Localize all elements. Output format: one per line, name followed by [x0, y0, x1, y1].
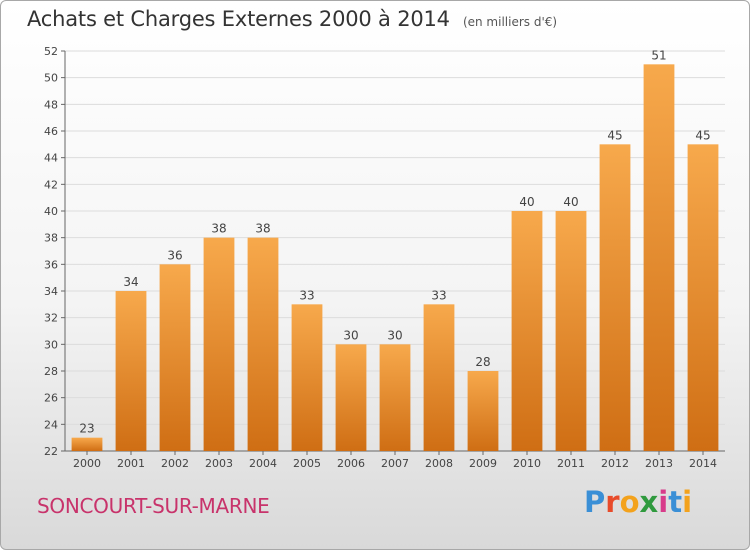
data-label-2000: 23	[79, 422, 94, 436]
y-tick-label: 50	[44, 72, 58, 85]
data-labels: 23 34 36 38 38 33 30 30 33 28 40 40 45 51 45	[79, 48, 710, 435]
chart-subtitle: (en milliers d'€)	[462, 15, 558, 29]
y-tick-label: 40	[44, 205, 58, 218]
data-label-2006: 30	[343, 328, 358, 342]
x-tick-label: 2010	[513, 457, 541, 470]
bar-2003	[203, 237, 235, 451]
data-label-2011: 40	[563, 195, 578, 209]
data-label-2012: 45	[607, 128, 622, 142]
bar-2012	[599, 144, 631, 452]
data-label-2001: 34	[123, 275, 138, 289]
x-tick-label: 2003	[205, 457, 233, 470]
bar-2013	[643, 64, 675, 452]
bar-2002	[159, 264, 191, 451]
y-tick-label: 52	[44, 45, 58, 58]
x-tick-label: 2007	[381, 457, 409, 470]
x-tick-label: 2005	[293, 457, 321, 470]
commune-name: SONCOURT-SUR-MARNE	[37, 494, 270, 518]
x-tick-label: 2012	[601, 457, 629, 470]
x-tick-label: 2011	[557, 457, 585, 470]
data-label-2002: 36	[167, 248, 182, 262]
y-tick-label: 26	[44, 392, 58, 405]
x-tick-label: 2008	[425, 457, 453, 470]
bar-2009	[467, 371, 499, 451]
bar-2004	[247, 237, 279, 451]
y-tick-label: 34	[44, 285, 58, 298]
y-tick-label: 30	[44, 338, 58, 351]
y-tick-label: 36	[44, 258, 58, 271]
bar-2014	[687, 144, 719, 452]
bar-2011	[555, 211, 587, 451]
x-tick-label: 2013	[645, 457, 673, 470]
x-tick-label: 2002	[161, 457, 189, 470]
bar-chart: 22 24 26 28 30 32 34 36 38 40 42 44 46 48 50 52 23 34 36 3…	[44, 45, 725, 470]
bar-2008	[423, 304, 455, 451]
data-label-2007: 30	[387, 328, 402, 342]
y-tick-label: 24	[44, 418, 58, 431]
x-tick-label: 2000	[73, 457, 101, 470]
bar-2001	[115, 291, 147, 451]
x-tick-label: 2006	[337, 457, 365, 470]
x-tick-label: 2001	[117, 457, 145, 470]
bar-2000	[71, 437, 103, 451]
data-label-2008: 33	[431, 288, 446, 302]
bar-2007	[379, 344, 411, 451]
bar-2005	[291, 304, 323, 451]
y-tick-label: 48	[44, 98, 58, 111]
y-tick-label: 46	[44, 125, 58, 138]
y-tick-label: 42	[44, 178, 58, 191]
x-tick-label: 2014	[689, 457, 717, 470]
data-label-2009: 28	[475, 355, 490, 369]
data-label-2004: 38	[255, 222, 270, 236]
data-label-2005: 33	[299, 288, 314, 302]
data-label-2010: 40	[519, 195, 534, 209]
y-tick-label: 38	[44, 232, 58, 245]
y-tick-label: 28	[44, 365, 58, 378]
bars	[71, 64, 719, 452]
y-tick-label: 44	[44, 152, 58, 165]
x-axis-ticks: 2000 2001 2002 2003 2004 2005 2006 2007 2008 2009…	[73, 451, 717, 470]
y-tick-label: 32	[44, 312, 58, 325]
bar-2010	[511, 211, 543, 451]
x-tick-label: 2009	[469, 457, 497, 470]
title-row: Achats et Charges Externes 2000 à 2014 (…	[27, 7, 557, 31]
data-label-2003: 38	[211, 222, 226, 236]
chart-title: Achats et Charges Externes 2000 à 2014	[27, 7, 450, 31]
x-tick-label: 2004	[249, 457, 277, 470]
proxiti-logo: Proxiti	[584, 485, 693, 519]
y-tick-label: 22	[44, 445, 58, 458]
data-label-2014: 45	[695, 128, 710, 142]
bar-2006	[335, 344, 367, 451]
data-label-2013: 51	[651, 48, 666, 62]
